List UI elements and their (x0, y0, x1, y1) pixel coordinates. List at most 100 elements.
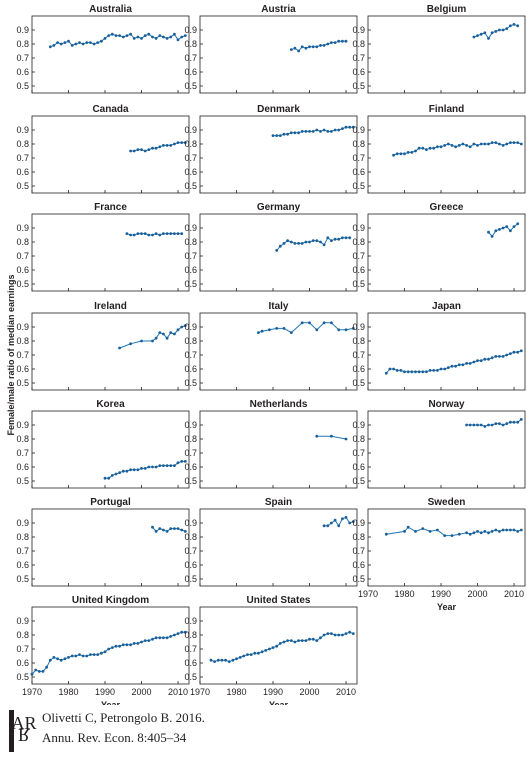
y-tick-label: 0.8 (184, 39, 197, 49)
data-point (304, 46, 308, 50)
data-point (78, 653, 81, 656)
data-point (89, 41, 92, 44)
data-point (341, 127, 344, 130)
y-tick-label: 0.8 (184, 139, 197, 149)
y-tick-label: 0.5 (352, 279, 365, 289)
data-point (487, 37, 490, 40)
data-point (183, 630, 187, 634)
data-point (479, 32, 483, 36)
y-tick-label: 0.7 (16, 644, 29, 654)
data-point (154, 37, 158, 40)
data-point (519, 349, 523, 353)
data-point (143, 467, 147, 470)
data-point (246, 653, 249, 656)
data-point (384, 371, 388, 375)
y-tick-label: 0.9 (16, 322, 29, 332)
data-point (48, 45, 52, 49)
data-point (282, 242, 286, 245)
y-tick-label: 0.6 (352, 67, 365, 77)
y-tick-label: 0.7 (352, 350, 365, 360)
y-tick-label: 0.5 (352, 476, 365, 486)
data-point (300, 130, 304, 133)
data-point (348, 125, 352, 129)
y-tick-label: 0.7 (184, 350, 197, 360)
data-point (410, 370, 414, 374)
y-tick-label: 0.7 (184, 644, 197, 654)
data-point (351, 125, 355, 129)
y-tick-label: 0.6 (16, 67, 29, 77)
y-tick-label: 0.5 (184, 574, 197, 584)
y-tick-label: 0.6 (352, 560, 365, 570)
data-point (165, 336, 169, 340)
data-point (494, 229, 498, 233)
data-point (465, 362, 468, 365)
data-point (322, 44, 326, 47)
panel-france: France 0.5 0.6 0.7 0.8 0.9 (16, 202, 190, 292)
data-point (173, 32, 176, 36)
data-point (154, 336, 158, 340)
y-tick-label: 0.8 (16, 532, 29, 542)
y-tick-label: 0.5 (16, 574, 29, 584)
data-point (512, 225, 516, 229)
data-point (180, 232, 184, 236)
data-point (151, 637, 154, 641)
data-point (450, 364, 454, 368)
data-point (428, 530, 432, 533)
small-multiples-figure: Female/male ratio of median earnings Aus… (6, 4, 526, 705)
panel-australia: Australia 0.5 0.6 0.7 0.8 0.9 (16, 4, 190, 94)
panel-frame (199, 115, 358, 194)
data-point (136, 642, 140, 645)
data-point (344, 328, 348, 332)
panel-frame (31, 508, 190, 587)
y-tick-label: 0.9 (16, 125, 29, 135)
panel-united-states: United States 0.5 0.6 0.7 0.8 0.9 1970 1980 1990… (184, 595, 358, 705)
data-point (293, 131, 297, 135)
data-point (457, 532, 461, 536)
x-tick-label: 1990 (263, 687, 283, 697)
data-point (59, 42, 63, 46)
data-point (509, 352, 512, 355)
y-tick-label: 0.5 (184, 181, 197, 191)
data-point (311, 45, 315, 49)
data-point (56, 41, 59, 44)
data-point (52, 44, 56, 47)
panel-title-finland: Finland (429, 104, 465, 115)
data-point (278, 134, 282, 138)
y-tick-label: 0.7 (16, 448, 29, 458)
x-tick-label: 1970 (22, 687, 42, 697)
y-tick-label: 0.7 (352, 251, 365, 261)
panel-canada: Canada 0.5 0.6 0.7 0.8 0.9 (16, 104, 190, 194)
data-point (388, 367, 392, 371)
data-point (169, 331, 173, 334)
data-point (483, 530, 487, 533)
data-point (173, 142, 176, 146)
data-point (439, 145, 443, 149)
y-tick-label: 0.5 (184, 476, 197, 486)
data-point (509, 229, 512, 233)
series-line-austria (291, 40, 346, 52)
x-tick-label: 2000 (132, 687, 152, 697)
series-line-norway (466, 419, 522, 427)
data-point (490, 423, 494, 427)
data-point (41, 670, 45, 673)
data-point (494, 355, 498, 358)
data-point (465, 423, 468, 427)
data-point (425, 370, 428, 374)
y-tick-label: 0.6 (184, 67, 197, 77)
svg-text:AR: AR (11, 713, 36, 733)
data-point (278, 244, 282, 248)
data-point (472, 531, 476, 535)
y-tick-label: 0.6 (184, 167, 197, 177)
panel-portugal: Portugal 0.5 0.6 0.7 0.8 0.9 (16, 497, 190, 587)
data-point (114, 472, 118, 476)
data-point (519, 142, 523, 146)
y-tick-label: 0.6 (16, 265, 29, 275)
data-point (428, 369, 432, 372)
data-point (300, 242, 304, 245)
data-point (183, 530, 187, 533)
data-point (501, 528, 505, 532)
y-tick-label: 0.5 (184, 672, 197, 682)
panel-title-canada: Canada (92, 104, 129, 115)
data-point (81, 654, 85, 658)
data-point (512, 350, 516, 354)
